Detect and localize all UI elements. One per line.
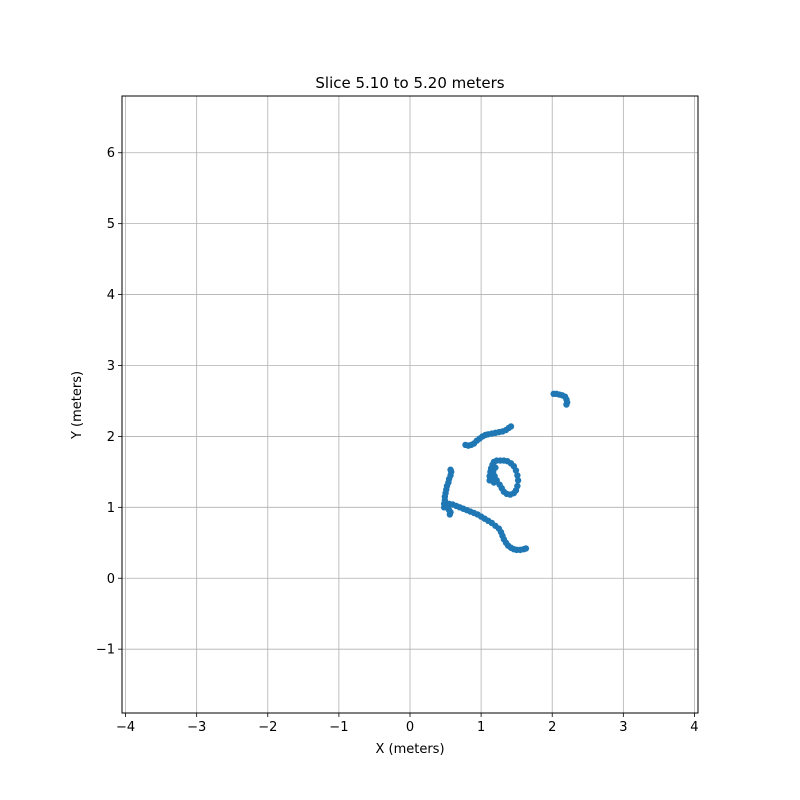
- y-axis-label: Y (meters): [70, 371, 85, 440]
- y-tick-label: 1: [107, 501, 115, 516]
- x-tick-label: −2: [258, 720, 277, 735]
- x-tick-label: 1: [477, 720, 485, 735]
- grid-lines: [122, 96, 698, 713]
- y-tick-label: 0: [107, 572, 115, 587]
- y-tick-label: 5: [107, 217, 115, 232]
- x-tick-label: −3: [187, 720, 206, 735]
- data-point: [447, 466, 454, 473]
- y-tick-label: 2: [107, 430, 115, 445]
- x-tick-label: −4: [116, 720, 135, 735]
- data-point: [522, 545, 530, 552]
- data-point: [492, 464, 499, 471]
- data-point: [507, 423, 515, 430]
- x-tick-label: 2: [548, 720, 556, 735]
- data-point: [514, 477, 522, 484]
- x-tick-label: −1: [329, 720, 348, 735]
- data-point: [563, 401, 570, 408]
- scatter-points: [440, 390, 571, 554]
- x-axis-label: X (meters): [375, 742, 444, 757]
- data-point: [514, 472, 521, 479]
- y-axis-ticks: −1 0 1 2 3 4 5 6: [96, 146, 122, 658]
- y-tick-label: 4: [107, 288, 115, 303]
- data-point: [512, 467, 520, 474]
- y-tick-label: 3: [107, 359, 115, 374]
- x-axis-ticks: −4 −3 −2 −1 0 1 2 3 4: [116, 713, 699, 735]
- x-tick-label: 4: [690, 720, 698, 735]
- y-tick-label: 6: [107, 146, 115, 161]
- data-point: [490, 479, 498, 486]
- x-tick-label: 3: [619, 720, 627, 735]
- y-tick-label: −1: [96, 643, 115, 658]
- x-tick-label: 0: [406, 720, 414, 735]
- chart-title: Slice 5.10 to 5.20 meters: [315, 74, 504, 92]
